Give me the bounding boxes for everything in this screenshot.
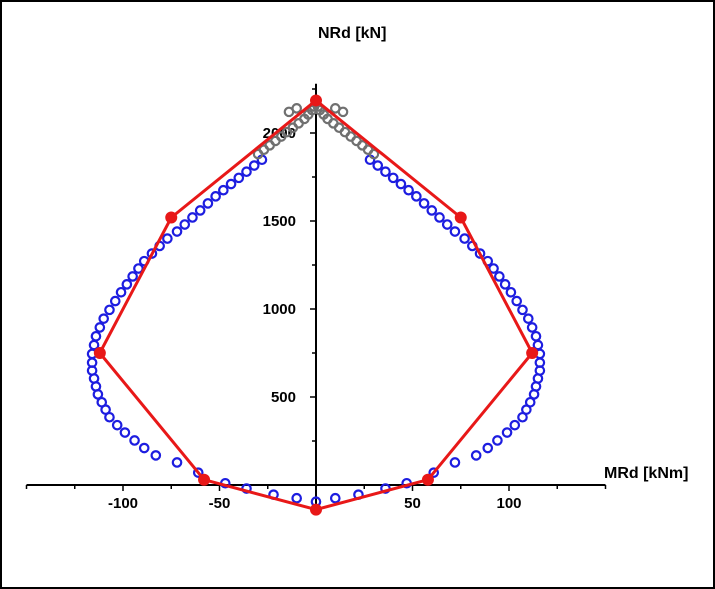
blue-marker-point <box>225 178 237 190</box>
red-vertex-point <box>165 211 178 224</box>
x-tick-label: -50 <box>209 495 231 512</box>
blue-marker-point <box>403 184 414 196</box>
blue-marker-point <box>104 304 115 316</box>
red-vertex-point <box>454 211 467 224</box>
blue-marker-point <box>426 205 438 216</box>
blue-marker-point <box>505 286 517 298</box>
red-vertex-point <box>93 347 106 359</box>
blue-marker-point <box>119 427 131 438</box>
blue-marker-point <box>470 450 482 461</box>
blue-marker-point <box>474 248 486 259</box>
x-tick-label: -100 <box>108 495 138 512</box>
blue-marker-point <box>129 435 140 446</box>
red-vertex-point <box>421 473 434 486</box>
red-vertex-point <box>310 503 322 516</box>
red-vertex-point <box>310 94 322 107</box>
blue-marker-point <box>380 166 391 178</box>
red-vertex-point <box>526 347 539 359</box>
gray-marker-series <box>252 101 380 160</box>
x-tick-label: 100 <box>496 495 521 512</box>
blue-marker-point <box>127 271 138 282</box>
blue-marker-point <box>492 435 503 446</box>
blue-marker-point <box>526 322 538 333</box>
blue-marker-point <box>395 178 407 190</box>
blue-marker-point <box>111 419 123 431</box>
blue-marker-point <box>192 467 204 478</box>
blue-marker-point <box>372 160 384 171</box>
y-tick-label: 1500 <box>263 213 296 230</box>
blue-marker-point <box>210 191 221 202</box>
blue-marker-point <box>171 226 183 237</box>
blue-marker-point <box>248 160 260 171</box>
blue-marker-point <box>96 396 108 408</box>
blue-marker-point <box>449 457 461 468</box>
blue-marker-point <box>499 279 511 290</box>
blue-marker-point <box>434 212 445 223</box>
x-tick-label: 50 <box>404 495 421 512</box>
blue-marker-point <box>194 205 206 216</box>
blue-marker-point <box>94 322 106 333</box>
gray-marker-point <box>329 103 341 114</box>
blue-marker-point <box>501 427 513 438</box>
x-axis-title: MRd [kNm] <box>604 465 688 482</box>
blue-marker-point <box>150 450 162 461</box>
blue-marker-point <box>138 442 150 454</box>
blue-marker-point <box>522 313 534 324</box>
blue-marker-point <box>202 198 214 209</box>
gray-marker-point <box>291 103 302 114</box>
blue-marker-point <box>115 286 127 298</box>
blue-marker-point <box>233 172 245 184</box>
y-tick-label: 1000 <box>263 301 296 318</box>
blue-marker-point <box>530 330 542 342</box>
blue-marker-point <box>387 172 399 184</box>
blue-marker-point <box>441 219 453 230</box>
blue-marker-point <box>187 212 198 223</box>
blue-marker-point <box>241 166 252 178</box>
blue-marker-point <box>109 295 121 307</box>
blue-marker-point <box>509 419 521 431</box>
blue-marker-point <box>162 233 173 244</box>
blue-marker-point <box>218 184 229 196</box>
blue-marker-point <box>179 219 191 230</box>
blue-marker-point <box>418 198 430 209</box>
blue-marker-point <box>146 248 158 259</box>
blue-marker-point <box>449 226 461 237</box>
blue-marker-point <box>171 457 183 468</box>
blue-marker-point <box>291 492 302 504</box>
blue-marker-point <box>517 304 528 316</box>
blue-marker-point <box>494 271 505 282</box>
red-vertex-point <box>198 473 211 486</box>
red-polygon-series <box>93 94 539 516</box>
blue-marker-point <box>482 442 494 454</box>
blue-marker-point <box>524 396 536 408</box>
y-tick-label: 500 <box>271 389 296 406</box>
y-axis-title: NRd [kN] <box>318 25 386 42</box>
blue-marker-point <box>90 330 102 342</box>
blue-marker-point <box>329 492 341 504</box>
blue-marker-point <box>428 467 440 478</box>
blue-marker-point <box>511 295 523 307</box>
blue-marker-point <box>411 191 422 202</box>
blue-marker-point <box>121 279 133 290</box>
blue-marker-point <box>98 313 109 324</box>
blue-marker-point <box>133 263 144 274</box>
blue-marker-point <box>459 233 470 244</box>
